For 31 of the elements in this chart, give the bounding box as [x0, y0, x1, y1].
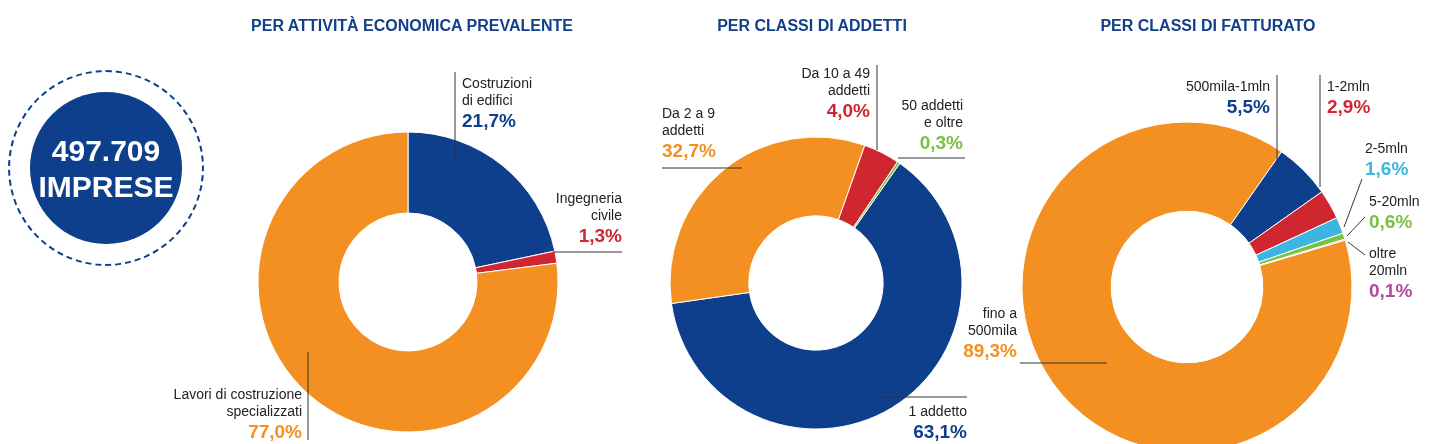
chart-title: PER ATTIVITÀ ECONOMICA PREVALENTE	[251, 16, 574, 35]
data-label: 32,7%	[662, 139, 716, 161]
data-label: 0,6%	[1369, 210, 1413, 232]
data-label: 1,3%	[578, 224, 623, 246]
slice-label: Da 10 a 49 addetti	[801, 64, 871, 98]
slice-label: 2-5mln	[1365, 139, 1408, 156]
data-label: 4,0%	[826, 99, 871, 121]
data-label: 77,0%	[248, 420, 303, 442]
slice-label: 50 addetti e oltre	[901, 96, 964, 130]
chart-title: PER CLASSI DI FATTURATO	[1100, 17, 1316, 35]
data-label: 5,5%	[1226, 95, 1271, 117]
slice-label: fino a 500mila	[967, 304, 1018, 338]
data-label: 89,3%	[963, 339, 1018, 361]
slice-label: Ingegneria civile	[555, 189, 623, 223]
slice-label: 1-2mln	[1327, 77, 1370, 94]
data-label: 2,9%	[1327, 95, 1371, 117]
slice-label: Da 2 a 9 addetti	[662, 104, 716, 138]
text: 497.709	[50, 134, 162, 168]
data-label: 63,1%	[913, 420, 968, 442]
data-label: 1,6%	[1365, 157, 1409, 179]
slice-label: 5-20mln	[1369, 192, 1420, 209]
slice-label: Costruzioni di edifici	[462, 74, 533, 108]
slice-label: 1 addetto	[908, 402, 968, 419]
data-label: 0,3%	[919, 131, 964, 153]
slice-label: oltre 20mln	[1369, 244, 1408, 278]
chart-title: PER CLASSI DI ADDETTI	[717, 17, 907, 35]
slice-label: Lavori di costruzione specializzati	[173, 385, 303, 419]
data-label: 21,7%	[462, 109, 516, 131]
slice-label: 500mila-1mln	[1185, 77, 1270, 94]
text: IMPRESE	[37, 170, 175, 204]
data-label: 0,1%	[1369, 279, 1413, 301]
